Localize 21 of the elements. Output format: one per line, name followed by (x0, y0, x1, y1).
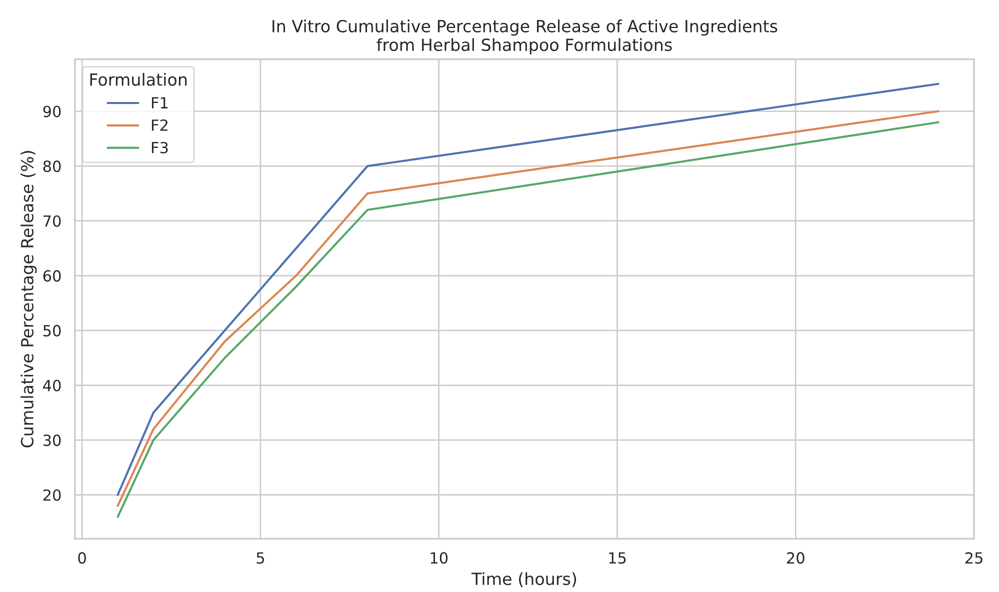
legend-label: F3 (152, 142, 168, 154)
x-tick-label: 15 (609, 552, 626, 564)
x-tick-label: 10 (430, 552, 448, 564)
x-tick-label: 0 (78, 552, 86, 564)
chart-title: In Vitro Cumulative Percentage Release of Active Ingredients from Herbal Shampoo Formulations (272, 20, 778, 54)
x-tick-label: 25 (965, 552, 982, 564)
y-tick-label: 40 (43, 380, 61, 392)
y-tick-label: 60 (43, 270, 61, 282)
x-tick-label: 20 (787, 552, 804, 564)
x-tick-label: 5 (256, 552, 264, 564)
y-tick-label: 30 (43, 434, 61, 446)
x-axis-title: Time (hours) (471, 572, 576, 588)
legend-label: F2 (152, 119, 168, 131)
y-axis-title: Cumulative Percentage Release (%) (20, 151, 37, 448)
y-tick-label: 20 (43, 489, 61, 501)
y-tick-label: 80 (43, 160, 61, 172)
y-tick-label: 50 (43, 324, 61, 336)
y-tick-label: 70 (44, 215, 61, 227)
legend-title: Formulation (90, 72, 187, 86)
legend-label: F1 (152, 97, 168, 108)
y-tick-label: 90 (43, 106, 61, 118)
